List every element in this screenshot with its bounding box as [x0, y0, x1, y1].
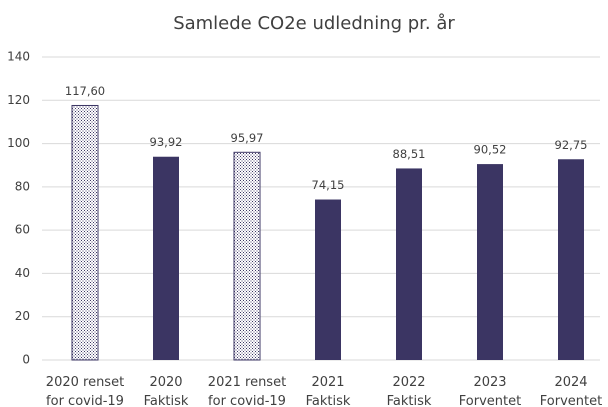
bar — [477, 164, 503, 360]
x-tick-label: 2022 Faktisk — [387, 375, 432, 407]
x-tick-label: 2023 Forventet — [459, 375, 521, 407]
bar — [71, 104, 99, 361]
y-tick-label: 80 — [15, 179, 30, 193]
y-tick-label: 140 — [7, 50, 30, 64]
bar — [153, 156, 179, 360]
y-tick-label: 120 — [7, 93, 30, 107]
bar — [315, 199, 341, 360]
data-label: 117,60 — [65, 84, 105, 98]
data-label: 74,15 — [312, 178, 345, 192]
x-tick-label: 2024 Forventet — [540, 375, 602, 407]
y-tick-label: 100 — [7, 136, 30, 150]
bar — [233, 151, 261, 361]
data-label: 88,51 — [393, 147, 426, 161]
data-label: 92,75 — [555, 138, 588, 152]
x-tick-label: 2021 Faktisk — [306, 375, 351, 407]
data-label: 90,52 — [474, 143, 507, 157]
x-tick-label: 2020 renset for covid-19 — [46, 375, 124, 407]
y-tick-label: 40 — [15, 266, 30, 280]
data-label: 95,97 — [231, 131, 264, 145]
y-tick-label: 0 — [22, 353, 30, 367]
x-tick-label: 2020 Faktisk — [144, 375, 189, 407]
y-tick-label: 20 — [15, 309, 30, 323]
bar — [396, 168, 422, 360]
x-tick-label: 2021 renset for covid-19 — [208, 375, 286, 407]
data-label: 93,92 — [150, 135, 183, 149]
chart-title: Samlede CO2e udledning pr. år — [173, 13, 455, 34]
bar — [558, 159, 584, 360]
y-tick-label: 60 — [15, 223, 30, 237]
